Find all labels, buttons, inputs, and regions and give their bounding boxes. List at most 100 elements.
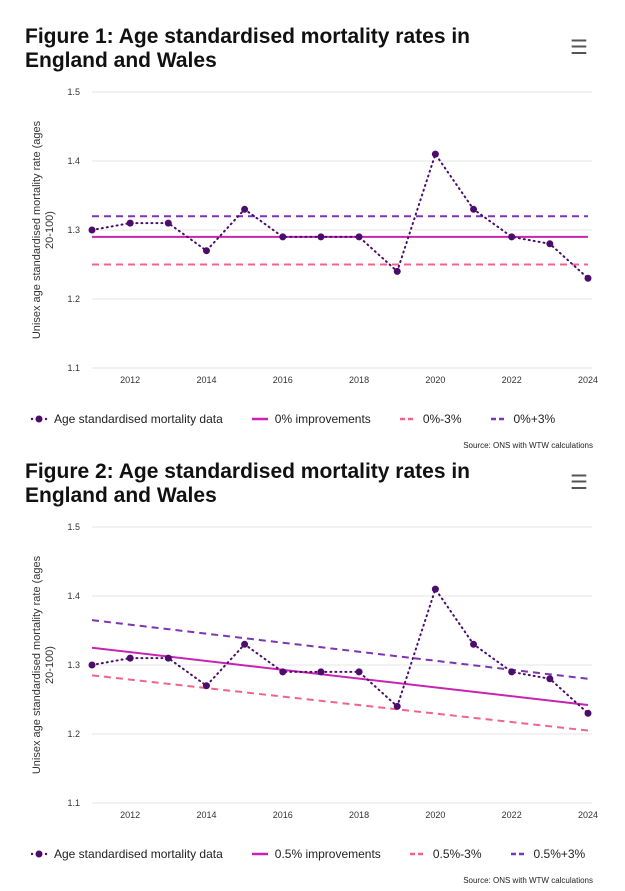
legend-swatch: [490, 417, 507, 421]
data-point: [317, 668, 325, 676]
data-point: [470, 205, 478, 213]
data-point: [164, 654, 172, 662]
y-tick-label: 1.5: [67, 87, 80, 97]
x-tick-label: 2014: [196, 810, 216, 820]
data-point: [126, 219, 134, 227]
legend-swatch: [399, 417, 416, 421]
data-point: [546, 675, 554, 683]
data-point: [202, 247, 210, 255]
legend-label: Age standardised mortality data: [54, 847, 223, 861]
legend-dot: [44, 417, 48, 421]
data-point: [393, 702, 401, 710]
data-point: [546, 240, 554, 248]
data-point: [279, 233, 287, 241]
y-axis-label: Unisex age standardised mortality rate (…: [31, 555, 56, 774]
legend-label: 0.5%+3%: [533, 847, 586, 861]
x-tick-label: 2012: [120, 810, 140, 820]
data-point: [584, 709, 592, 717]
chart-plot: 1.1 1.2 1.3 1.4 1.5 2012 2014 2016 2018 2020 2022 2…: [31, 522, 598, 820]
x-tick-label: 2018: [349, 810, 369, 820]
data-point: [88, 661, 96, 669]
legend-swatch: [251, 852, 268, 856]
legend: Age standardised mortality data 0% improv…: [30, 412, 555, 426]
y-tick-label: 1.4: [67, 591, 80, 601]
legend-swatch: [510, 852, 527, 856]
figure-2: Figure 2: Age standardised mortality rat…: [0, 460, 625, 891]
legend-swatch: [251, 417, 268, 421]
y-tick-label: 1.2: [67, 729, 80, 739]
legend-marker: [35, 415, 43, 423]
data-point: [355, 233, 363, 241]
figure-1: Figure 1: Age standardised mortality rat…: [0, 25, 625, 460]
legend-label: 0% improvements: [274, 412, 371, 426]
y-tick-label: 1.5: [67, 522, 80, 532]
data-point: [241, 205, 249, 213]
y-tick-label: 1.1: [67, 798, 80, 808]
data-series-line: [91, 151, 589, 280]
legend-label: 0.5% improvements: [274, 847, 381, 861]
chart-title: Figure 1: Age standardised mortality rat…: [25, 25, 470, 72]
data-point: [317, 233, 325, 241]
data-point: [508, 668, 516, 676]
hamburger-menu-icon[interactable]: ☰: [570, 472, 588, 494]
legend: Age standardised mortality data 0.5% impr…: [30, 847, 585, 861]
central-projection-line: [91, 646, 589, 707]
legend-swatch: [30, 415, 48, 423]
legend-item[interactable]: Age standardised mortality data: [30, 412, 223, 426]
chart-plot: 1.1 1.2 1.3 1.4 1.5 2012 2014 2016 2018 2020 2022 2…: [31, 87, 598, 385]
legend-swatch: [409, 852, 426, 856]
source-note: Source: ONS with WTW calculations: [463, 441, 593, 450]
lower-projection-line: [91, 674, 589, 732]
legend-label: Age standardised mortality data: [54, 412, 223, 426]
y-tick-label: 1.4: [67, 156, 80, 166]
x-tick-label: 2014: [196, 375, 216, 385]
legend-item[interactable]: 0.5%-3%: [409, 847, 482, 861]
data-series-line: [91, 586, 589, 715]
data-point: [431, 150, 439, 158]
y-axis-label: Unisex age standardised mortality rate (…: [31, 120, 56, 339]
y-tick-label: 1.3: [67, 225, 80, 235]
legend-label: 0.5%-3%: [432, 847, 482, 861]
legend-item[interactable]: 0% improvements: [251, 412, 371, 426]
data-point: [279, 668, 287, 676]
x-tick-label: 2020: [425, 810, 445, 820]
legend-item[interactable]: 0.5% improvements: [251, 847, 381, 861]
x-tick-label: 2016: [273, 810, 293, 820]
source-note: Source: ONS with WTW calculations: [463, 876, 593, 885]
data-point: [470, 640, 478, 648]
legend-item[interactable]: 0%+3%: [490, 412, 556, 426]
data-point: [508, 233, 516, 241]
data-point: [241, 640, 249, 648]
legend-dot: [44, 852, 48, 856]
legend-label: 0%+3%: [513, 412, 556, 426]
x-tick-label: 2020: [425, 375, 445, 385]
chart-title: Figure 2: Age standardised mortality rat…: [25, 460, 470, 507]
data-point: [584, 274, 592, 282]
data-point: [164, 219, 172, 227]
y-tick-label: 1.2: [67, 294, 80, 304]
legend-item[interactable]: 0.5%+3%: [510, 847, 586, 861]
data-point: [126, 654, 134, 662]
x-tick-label: 2022: [502, 375, 522, 385]
x-tick-label: 2022: [502, 810, 522, 820]
legend-dot: [30, 417, 34, 421]
legend-item[interactable]: 0%-3%: [399, 412, 462, 426]
legend-swatch: [30, 850, 48, 858]
x-tick-label: 2012: [120, 375, 140, 385]
x-tick-label: 2024: [578, 810, 598, 820]
x-tick-label: 2016: [273, 375, 293, 385]
data-point: [88, 226, 96, 234]
legend-label: 0%-3%: [422, 412, 462, 426]
y-tick-label: 1.1: [67, 363, 80, 373]
legend-marker: [35, 850, 43, 858]
legend-dot: [30, 852, 34, 856]
x-tick-label: 2024: [578, 375, 598, 385]
data-point: [431, 585, 439, 593]
data-point: [393, 267, 401, 275]
y-tick-label: 1.3: [67, 660, 80, 670]
x-tick-label: 2018: [349, 375, 369, 385]
data-point: [355, 668, 363, 676]
data-point: [202, 682, 210, 690]
legend-item[interactable]: Age standardised mortality data: [30, 847, 223, 861]
hamburger-menu-icon[interactable]: ☰: [570, 37, 588, 59]
